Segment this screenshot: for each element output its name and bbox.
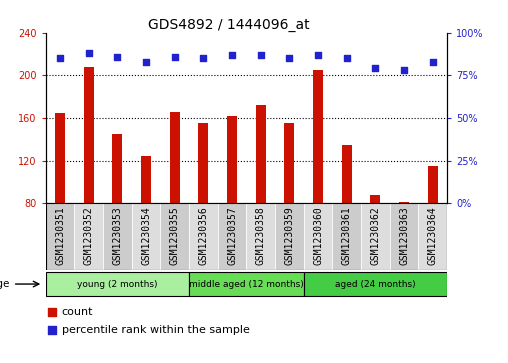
Bar: [284, 123, 295, 203]
Bar: [390, 203, 419, 270]
Bar: [428, 166, 438, 203]
Bar: [361, 203, 390, 270]
Text: percentile rank within the sample: percentile rank within the sample: [62, 325, 249, 335]
Point: [171, 54, 179, 60]
Bar: [275, 203, 304, 270]
Point: [113, 54, 121, 60]
Bar: [218, 203, 246, 270]
Point: [285, 55, 294, 61]
Bar: [46, 272, 189, 296]
Point: [371, 66, 379, 72]
Text: GDS4892 / 1444096_at: GDS4892 / 1444096_at: [148, 18, 309, 32]
Bar: [74, 203, 103, 270]
Text: GSM1230357: GSM1230357: [227, 207, 237, 265]
Text: GSM1230363: GSM1230363: [399, 207, 409, 265]
Text: GSM1230358: GSM1230358: [256, 207, 266, 265]
Point: [48, 327, 56, 333]
Text: GSM1230362: GSM1230362: [370, 207, 380, 265]
Bar: [304, 203, 332, 270]
Text: GSM1230364: GSM1230364: [428, 207, 438, 265]
Text: GSM1230360: GSM1230360: [313, 207, 323, 265]
Bar: [189, 272, 304, 296]
Bar: [161, 203, 189, 270]
Text: young (2 months): young (2 months): [77, 280, 157, 289]
Text: middle aged (12 months): middle aged (12 months): [189, 280, 304, 289]
Text: GSM1230351: GSM1230351: [55, 207, 65, 265]
Text: GSM1230354: GSM1230354: [141, 207, 151, 265]
Point: [342, 55, 351, 61]
Bar: [256, 105, 266, 203]
Text: GSM1230361: GSM1230361: [342, 207, 352, 265]
Text: count: count: [62, 307, 93, 318]
Bar: [103, 203, 132, 270]
Point: [257, 52, 265, 58]
Bar: [189, 203, 218, 270]
Bar: [313, 70, 323, 203]
Text: GSM1230352: GSM1230352: [84, 207, 93, 265]
Text: aged (24 months): aged (24 months): [335, 280, 416, 289]
Point: [85, 50, 93, 56]
Point: [56, 55, 64, 61]
Bar: [84, 67, 94, 203]
Bar: [370, 195, 380, 203]
Text: GSM1230359: GSM1230359: [284, 207, 294, 265]
Bar: [170, 111, 180, 203]
Bar: [399, 202, 409, 203]
Bar: [46, 203, 74, 270]
Point: [142, 59, 150, 65]
Point: [228, 52, 236, 58]
Bar: [227, 116, 237, 203]
Point: [199, 55, 207, 61]
Bar: [198, 123, 208, 203]
Bar: [112, 134, 122, 203]
Text: GSM1230356: GSM1230356: [199, 207, 208, 265]
Bar: [246, 203, 275, 270]
Text: GSM1230353: GSM1230353: [112, 207, 122, 265]
Bar: [342, 144, 352, 203]
Bar: [55, 113, 65, 203]
Bar: [304, 272, 447, 296]
Bar: [419, 203, 447, 270]
Text: age: age: [0, 279, 10, 289]
Point: [400, 67, 408, 73]
Point: [429, 59, 437, 65]
Bar: [141, 156, 151, 203]
Point: [314, 52, 322, 58]
Text: GSM1230355: GSM1230355: [170, 207, 180, 265]
Bar: [132, 203, 161, 270]
Bar: [332, 203, 361, 270]
Point: [48, 310, 56, 315]
